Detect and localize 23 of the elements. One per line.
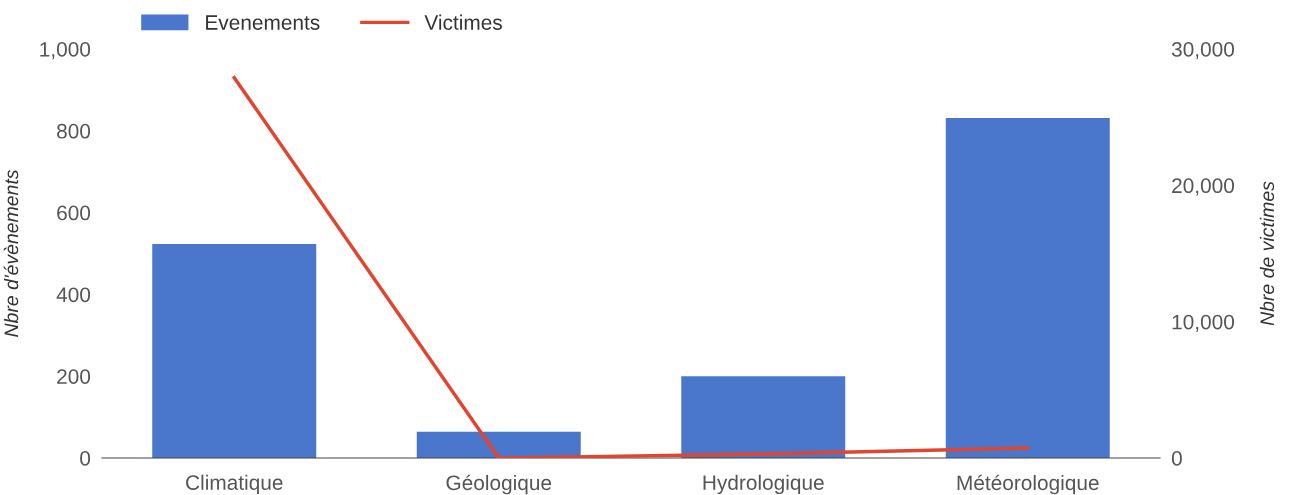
x-tick-label: Géologique — [446, 474, 552, 495]
y2-tick-label: 30,000 — [1171, 42, 1235, 60]
y-tick-label: 400 — [56, 287, 91, 303]
bar — [416, 431, 581, 458]
y-axis-title: Nbre d'évènements — [3, 169, 19, 337]
y-tick-label: 1,000 — [40, 42, 91, 60]
bar — [152, 244, 317, 458]
legend-label: Victimes — [424, 14, 502, 30]
y2-axis-title: Nbre de victimes — [1259, 181, 1275, 326]
x-tick-label: Météorologique — [957, 474, 1099, 495]
bar — [681, 376, 846, 458]
y-tick-label: 800 — [57, 123, 91, 139]
y2-tick-label: 10,000 — [1172, 314, 1235, 332]
bar — [945, 118, 1110, 458]
y-tick-label: 200 — [57, 369, 91, 384]
y-tick-label: 600 — [57, 205, 91, 221]
legend-label: Evenements — [206, 15, 320, 30]
y2-tick-label: 0 — [1171, 451, 1182, 466]
y2-tick-label: 20,000 — [1172, 178, 1235, 196]
x-tick-label: Hydrologique — [703, 474, 824, 495]
x-tick-label: Climatique — [186, 474, 283, 495]
line-series — [232, 75, 1030, 458]
y-tick-label: 0 — [80, 451, 91, 466]
